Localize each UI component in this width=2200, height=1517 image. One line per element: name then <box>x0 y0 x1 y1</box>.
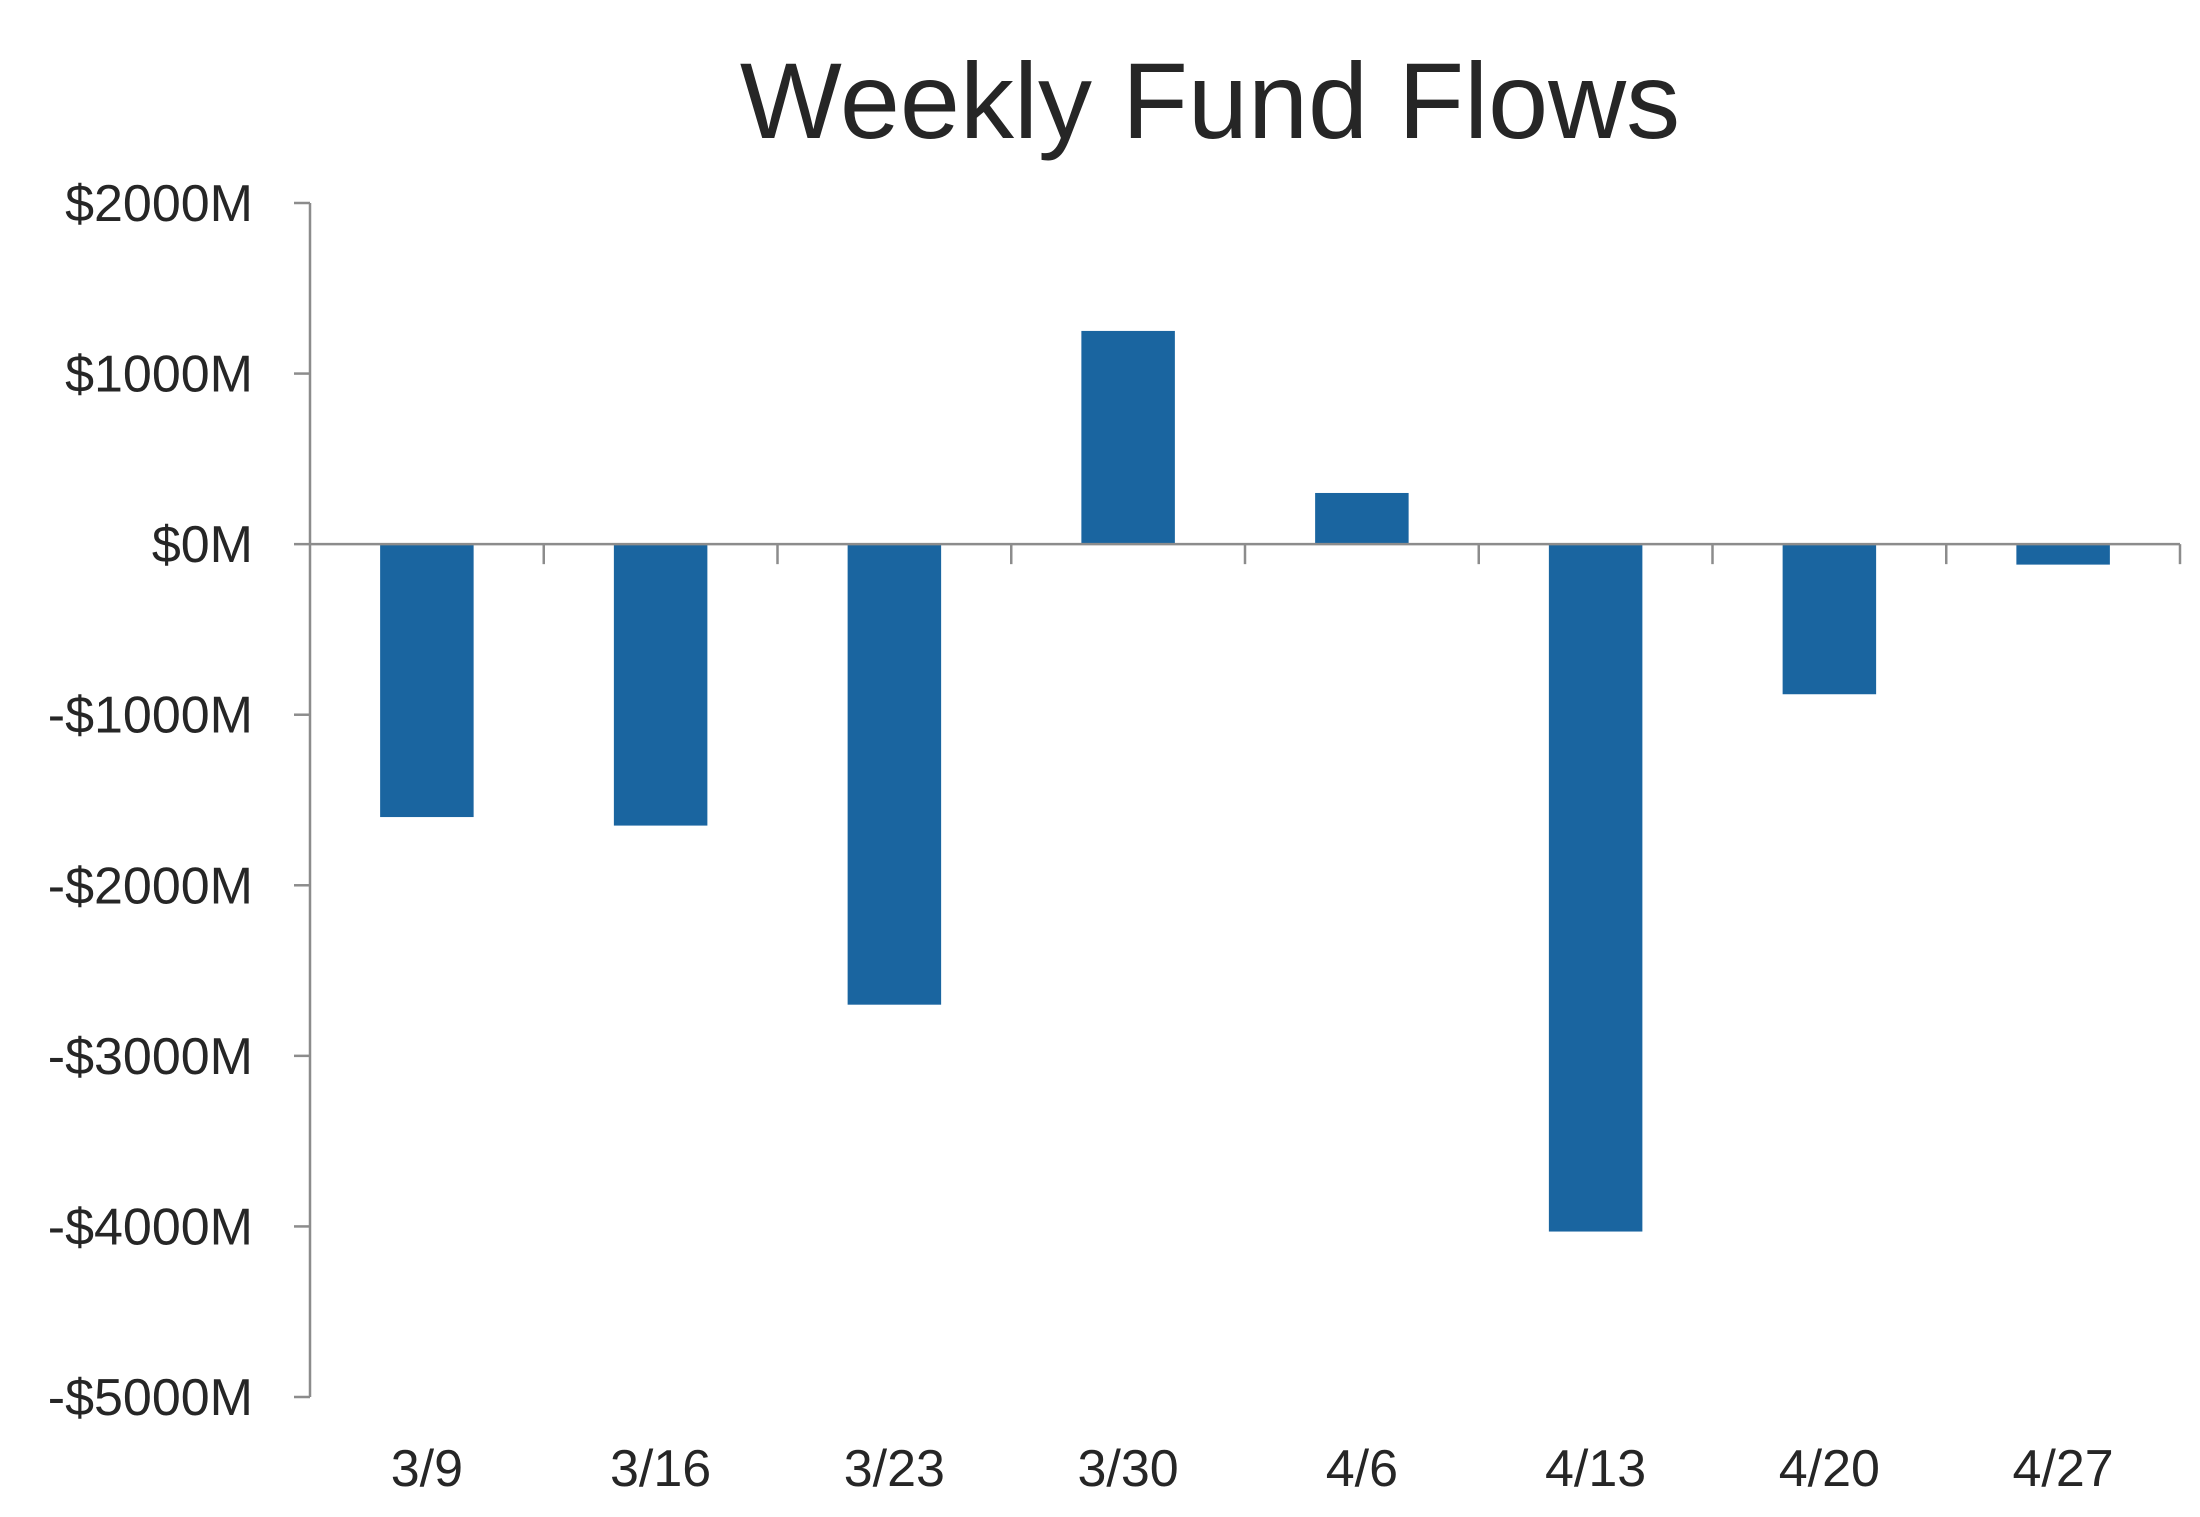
y-tick-label: $0M <box>152 516 253 574</box>
y-tick-label: $1000M <box>65 346 253 404</box>
x-axis: 3/9 3/16 3/23 3/30 4/6 4/13 4/20 4/27 <box>310 542 2182 1498</box>
bar-4-27 <box>2016 544 2110 565</box>
bar-3-30 <box>1081 330 1175 545</box>
bar-3-16 <box>613 544 708 826</box>
y-tick-label: -$1000M <box>48 687 253 745</box>
chart-title: Weekly Fund Flows <box>740 40 1680 161</box>
y-tick-label: -$3000M <box>48 1028 253 1086</box>
bar-3-23 <box>847 544 942 1005</box>
x-tick-label: 3/9 <box>391 1440 463 1498</box>
bar-3-9 <box>380 544 474 818</box>
y-tick-label: $2000M <box>65 175 253 233</box>
y-tick-label: -$5000M <box>48 1369 253 1427</box>
x-tick-label: 3/23 <box>844 1440 945 1498</box>
y-tick-label: -$2000M <box>48 857 253 915</box>
x-tick-label: 4/27 <box>2013 1440 2114 1498</box>
x-tick-label: 4/6 <box>1326 1440 1398 1498</box>
bar-4-13 <box>1548 544 1643 1232</box>
y-tick-label: -$4000M <box>48 1198 253 1256</box>
x-tick-label: 4/20 <box>1779 1440 1880 1498</box>
bar-4-20 <box>1782 544 1877 695</box>
y-axis: $2000M $1000M $0M -$1000M -$2000M -$3000M -$40… <box>48 175 312 1427</box>
x-tick-label: 3/16 <box>610 1440 711 1498</box>
bars <box>380 330 2110 1232</box>
x-tick-label: 3/30 <box>1078 1440 1179 1498</box>
bar-4-6 <box>1315 492 1409 545</box>
x-tick-label: 4/13 <box>1545 1440 1646 1498</box>
